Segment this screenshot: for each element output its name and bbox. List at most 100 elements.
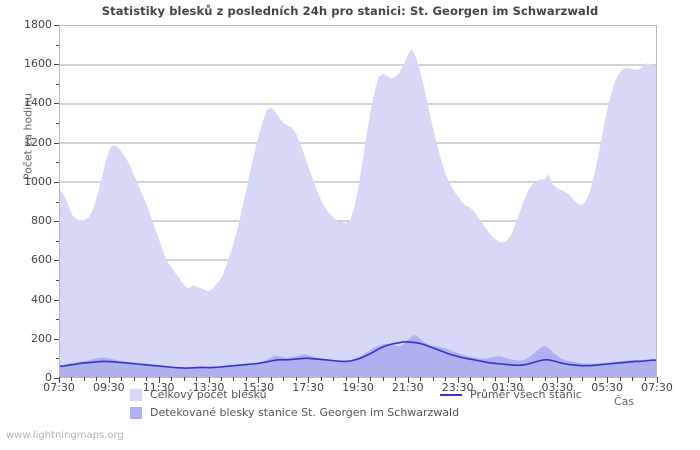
x-tick-mark-minor	[582, 377, 584, 381]
y-tick-mark	[54, 221, 59, 223]
x-tick-label: 17:30	[292, 381, 324, 394]
y-tick-label: 1800	[24, 18, 52, 31]
x-tick-mark	[657, 377, 658, 383]
series-total-area	[60, 49, 656, 377]
x-tick-label: 21:30	[391, 381, 424, 394]
x-tick-mark-minor	[532, 377, 534, 381]
y-tick-mark	[54, 64, 59, 66]
y-tick-label: 1600	[24, 57, 52, 71]
x-tick-label: 13:30	[192, 381, 225, 394]
legend-line-average	[440, 393, 462, 396]
x-tick-mark-minor	[632, 377, 634, 381]
x-tick-mark-minor	[345, 377, 347, 381]
x-tick-mark-minor	[320, 377, 322, 381]
x-tick-mark	[308, 377, 310, 383]
x-tick-mark-minor	[619, 377, 621, 381]
x-tick-label: 07:30	[43, 381, 75, 394]
y-tick-label: 1000	[24, 174, 52, 188]
x-tick-mark-minor	[146, 377, 148, 381]
x-tick-label: 05:30	[591, 381, 623, 394]
x-tick-mark-minor	[569, 377, 571, 381]
y-tick-label: 1200	[24, 135, 52, 149]
x-tick-label: 03:30	[541, 381, 574, 394]
x-tick-mark-minor	[96, 377, 98, 381]
x-tick-mark	[59, 377, 60, 383]
x-tick-mark	[358, 377, 359, 383]
x-tick-mark	[158, 377, 160, 383]
x-tick-mark-minor	[283, 377, 285, 381]
x-tick-mark-minor	[445, 377, 447, 381]
x-tick-mark-minor	[432, 377, 434, 381]
y-tick-mark	[54, 378, 59, 379]
y-tick-mark-minor	[56, 44, 59, 46]
y-tick-label: 800	[31, 214, 52, 228]
y-tick-mark-minor	[56, 83, 59, 85]
y-tick-mark-minor	[56, 319, 59, 321]
x-tick-label: 01:30	[491, 381, 524, 394]
y-tick-label: 400	[31, 292, 52, 306]
y-tick-mark	[54, 338, 59, 340]
x-tick-mark	[607, 377, 609, 383]
chart-legend: Celkový počet blesků Detekované blesky s…	[0, 388, 700, 428]
x-tick-label: 11:30	[142, 381, 175, 394]
x-tick-mark-minor	[420, 377, 422, 381]
legend-label-average: Průměr všech stanic	[470, 388, 582, 401]
x-tick-label: 09:30	[92, 381, 125, 394]
legend-swatch-total	[130, 388, 142, 401]
y-tick-mark-minor	[56, 201, 59, 203]
y-tick-mark	[54, 181, 59, 183]
x-tick-mark-minor	[395, 377, 397, 381]
x-tick-mark-minor	[220, 377, 222, 381]
y-tick-mark-minor	[56, 162, 59, 164]
x-tick-mark-minor	[495, 377, 497, 381]
y-tick-mark-minor	[56, 240, 59, 242]
y-tick-mark-minor	[56, 358, 59, 360]
x-axis-label: Čas	[614, 395, 635, 408]
x-tick-label: 07:30	[641, 381, 673, 394]
chart-title: Statistiky blesků z posledních 24h pro s…	[101, 4, 599, 18]
x-tick-mark	[557, 377, 559, 383]
x-tick-mark-minor	[295, 377, 297, 381]
x-tick-label: 23:30	[441, 381, 474, 394]
legend-label-total: Celkový počet blesků	[150, 388, 267, 401]
x-tick-mark-minor	[171, 377, 173, 381]
x-tick-mark-minor	[183, 377, 185, 381]
y-tick-label: 600	[31, 253, 52, 267]
x-tick-mark-minor	[333, 377, 335, 381]
y-tick-label: 0	[45, 371, 52, 384]
x-tick-mark-minor	[270, 377, 272, 381]
x-tick-mark	[507, 377, 509, 383]
legend-item-station: Detekované blesky stanice St. Georgen im…	[130, 406, 459, 419]
x-tick-mark-minor	[482, 377, 484, 381]
x-tick-mark-minor	[133, 377, 135, 381]
y-tick-mark	[54, 103, 59, 105]
y-tick-mark	[54, 142, 59, 144]
x-tick-mark-minor	[245, 377, 247, 381]
x-tick-mark	[258, 377, 260, 383]
series-average-line	[60, 341, 656, 369]
x-tick-mark	[407, 377, 409, 383]
x-tick-mark-minor	[519, 377, 521, 381]
legend-label-station: Detekované blesky stanice St. Georgen im…	[150, 406, 460, 419]
legend-item-total: Celkový počet blesků	[130, 388, 267, 401]
x-tick-mark	[457, 377, 459, 383]
y-tick-label: 1400	[24, 96, 52, 110]
y-tick-label: 200	[31, 331, 52, 345]
x-tick-label: 15:30	[242, 381, 275, 394]
x-tick-mark-minor	[544, 377, 546, 381]
x-tick-mark-minor	[370, 377, 372, 381]
x-tick-mark-minor	[121, 377, 123, 381]
x-tick-mark-minor	[83, 377, 85, 381]
legend-item-average: Průměr všech stanic	[440, 388, 582, 401]
x-tick-mark-minor	[382, 377, 384, 381]
x-tick-label: 19:30	[342, 381, 374, 394]
x-tick-mark-minor	[233, 377, 235, 381]
series-station-area	[60, 335, 656, 377]
y-tick-mark-minor	[56, 123, 59, 125]
y-tick-mark	[54, 260, 59, 262]
x-tick-mark-minor	[71, 377, 73, 381]
x-tick-mark-minor	[470, 377, 472, 381]
x-tick-mark-minor	[594, 377, 596, 381]
y-tick-mark-minor	[56, 279, 59, 281]
